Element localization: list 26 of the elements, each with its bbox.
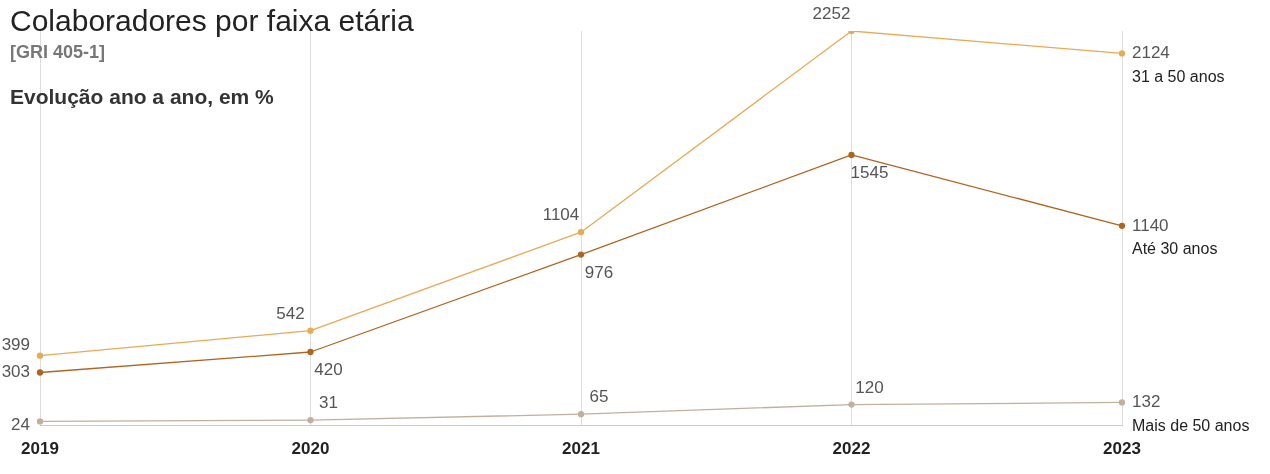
data-label: 420 — [314, 360, 343, 380]
chart-title: Colaboradores por faixa etária — [10, 4, 414, 38]
x-tick-label: 2022 — [832, 439, 871, 459]
annotation: Evolução ano a ano, em % — [10, 85, 275, 109]
data-label: 976 — [584, 262, 614, 282]
data-label: 1104 — [542, 205, 580, 225]
series-label: Mais de 50 anos — [1132, 416, 1250, 434]
data-label: 1140 — [1132, 215, 1169, 235]
data-label: 31 — [319, 393, 338, 413]
data-label: 2252 — [812, 4, 851, 24]
data-label: 1545 — [850, 163, 889, 183]
series-label: 31 a 50 anos — [1132, 67, 1225, 85]
data-label: 65 — [589, 387, 609, 407]
text: [GRI 405-1] — [10, 42, 107, 63]
data-label: 120 — [855, 377, 884, 397]
series-label: Até 30 anos — [1132, 240, 1218, 258]
x-tick-label: 2023 — [1103, 439, 1141, 459]
data-label: 542 — [276, 303, 305, 323]
data-label: 2124 — [1132, 43, 1170, 63]
x-tick-label: 2020 — [291, 439, 330, 459]
data-label: 132 — [1132, 392, 1161, 412]
data-label: 399 — [1, 335, 30, 355]
data-label: 303 — [1, 362, 30, 382]
data-label: 24 — [11, 415, 30, 435]
x-tick-label: 2021 — [562, 439, 600, 459]
x-tick-label: 2019 — [21, 439, 59, 459]
